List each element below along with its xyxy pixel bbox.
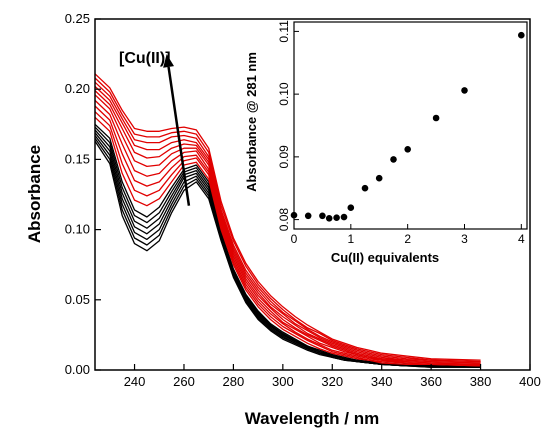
main-y-tick-label: 0.20 <box>65 81 90 96</box>
spectrum-series-15 <box>94 81 481 363</box>
inset-x-axis-ticks: 0 1 2 3 4 <box>291 224 525 246</box>
main-x-axis-title: Wavelength / nm <box>245 409 379 428</box>
inset-data-point <box>390 156 397 163</box>
main-x-tick-label: 400 <box>519 374 541 389</box>
spectrum-series-14 <box>94 85 481 364</box>
main-y-axis-ticks: 0.00 0.05 0.10 0.15 0.20 0.25 <box>65 11 101 377</box>
main-y-tick-label: 0.10 <box>65 222 90 237</box>
main-series-group <box>94 73 481 368</box>
inset-data-point <box>461 87 468 94</box>
inset-data-point <box>340 213 348 221</box>
spectrum-series-9 <box>94 111 481 367</box>
main-y-tick-label: 0.25 <box>65 11 90 26</box>
inset-y-tick-label: 0.11 <box>277 20 291 43</box>
cu-concentration-label: [Cu(II)] <box>119 50 171 67</box>
spectrum-series-7 <box>94 123 481 368</box>
main-x-tick-label: 340 <box>371 374 393 389</box>
inset-data-point <box>375 174 383 182</box>
inset-data-point <box>290 211 298 219</box>
main-y-tick-label: 0.15 <box>65 151 90 166</box>
inset-titration-plot: 0 1 2 3 4 0.08 0.09 0.10 0.11 Cu(II) equivalent… <box>244 20 528 265</box>
inset-data-point <box>304 212 312 220</box>
main-absorbance-plot: 240 260 280 300 320 340 360 380 400 0.000.050.10… <box>25 11 541 428</box>
inset-data-point <box>325 215 333 222</box>
main-y-tick-label: 0.00 <box>65 362 90 377</box>
inset-y-tick-label: 0.10 <box>277 82 291 106</box>
inset-y-axis-ticks: 0.08 0.09 0.10 0.11 <box>277 20 299 231</box>
inset-data-point <box>404 146 412 153</box>
main-x-tick-label: 380 <box>470 374 492 389</box>
inset-x-tick-label: 2 <box>404 232 411 246</box>
main-plot-frame <box>94 18 531 371</box>
inset-x-tick-label: 3 <box>461 232 468 246</box>
inset-data-point <box>347 204 355 211</box>
inset-x-tick-label: 4 <box>518 232 525 246</box>
cu-concentration-arrow-head <box>163 54 175 68</box>
spectrum-series-12 <box>94 94 481 366</box>
main-x-tick-label: 240 <box>124 374 146 389</box>
inset-data-point <box>518 31 525 39</box>
main-x-tick-label: 260 <box>173 374 195 389</box>
spectrum-series-17 <box>94 73 481 361</box>
inset-data-point <box>361 184 369 192</box>
main-y-axis-title: Absorbance <box>25 145 44 243</box>
inset-y-tick-label: 0.08 <box>277 208 291 232</box>
main-x-tick-label: 280 <box>223 374 245 389</box>
spectrum-series-16 <box>94 77 481 363</box>
inset-y-axis-title: Absorbance @ 281 nm <box>244 52 259 192</box>
spectrum-series-13 <box>94 90 481 364</box>
inset-plot-frame <box>293 21 528 230</box>
inset-x-tick-label: 1 <box>347 232 354 246</box>
inset-x-axis-title: Cu(II) equivalents <box>331 250 439 265</box>
inset-points-group <box>290 31 525 222</box>
inset-y-tick-label: 0.09 <box>277 145 291 169</box>
main-x-axis-ticks: 240 260 280 300 320 340 360 380 400 <box>124 364 541 389</box>
spectrum-series-5 <box>94 129 481 368</box>
cu-concentration-arrow <box>167 66 191 206</box>
inset-data-point <box>432 114 440 122</box>
main-x-tick-label: 320 <box>321 374 343 389</box>
inset-data-point <box>319 212 326 220</box>
inset-x-tick-label: 0 <box>291 232 298 246</box>
main-y-tick-label: 0.05 <box>65 292 90 307</box>
inset-data-point <box>333 214 340 221</box>
main-x-tick-label: 300 <box>272 374 294 389</box>
main-x-tick-label: 360 <box>420 374 442 389</box>
inset-background <box>294 22 527 229</box>
spectrum-series-10 <box>94 105 481 366</box>
